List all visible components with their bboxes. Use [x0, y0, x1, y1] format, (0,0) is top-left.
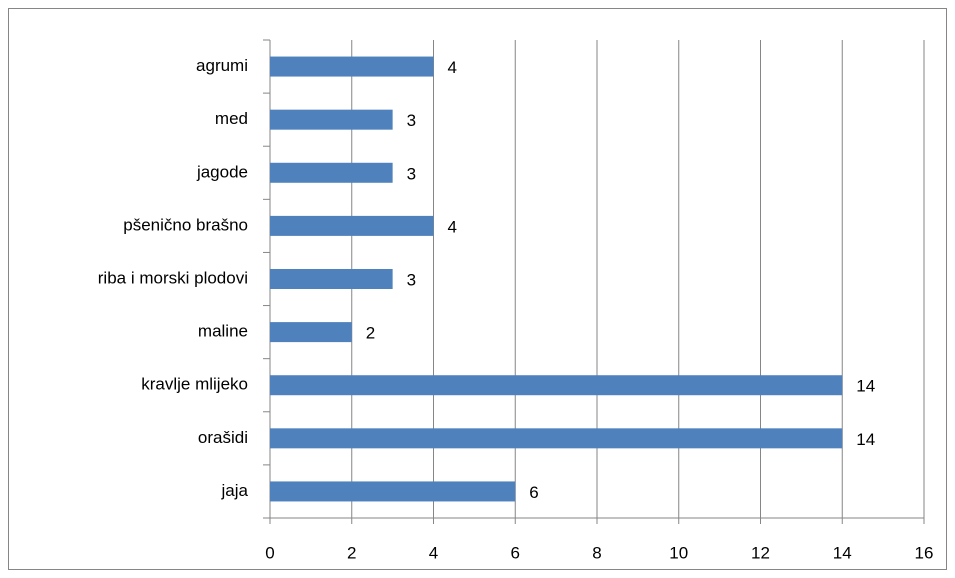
y-tick-label: pšenično brašno	[123, 215, 248, 234]
data-label: 14	[856, 430, 875, 449]
x-tick-label: 14	[833, 543, 852, 562]
x-tick-label: 10	[669, 543, 688, 562]
bar	[270, 109, 393, 130]
bar	[270, 481, 516, 502]
y-tick-label: orašidi	[198, 428, 248, 447]
bar	[270, 215, 434, 236]
bar	[270, 162, 393, 183]
data-label: 4	[448, 217, 457, 236]
x-tick-label: 16	[915, 543, 934, 562]
x-tick-label: 8	[592, 543, 601, 562]
y-tick-label: agrumi	[196, 56, 248, 75]
x-tick-label: 4	[429, 543, 438, 562]
data-label: 14	[856, 377, 875, 396]
chart-frame	[8, 8, 947, 570]
x-tick-label: 6	[511, 543, 520, 562]
data-label: 3	[407, 270, 416, 289]
x-tick-label: 2	[347, 543, 356, 562]
bar	[270, 56, 434, 77]
data-label: 3	[407, 111, 416, 130]
y-tick-label: maline	[198, 322, 248, 341]
bar	[270, 428, 843, 449]
data-label: 3	[407, 164, 416, 183]
data-label: 6	[529, 483, 538, 502]
y-tick-label: jagode	[196, 162, 248, 181]
y-tick-label: riba i morski plodovi	[98, 268, 248, 287]
y-tick-label: med	[215, 109, 248, 128]
y-tick-label: jaja	[221, 481, 249, 500]
data-label: 2	[366, 324, 375, 343]
x-tick-label: 12	[751, 543, 770, 562]
y-tick-label: kravlje mlijeko	[141, 375, 248, 394]
bar	[270, 375, 843, 396]
x-tick-label: 0	[265, 543, 274, 562]
bar	[270, 322, 352, 343]
data-label: 4	[448, 58, 457, 77]
bar	[270, 269, 393, 289]
